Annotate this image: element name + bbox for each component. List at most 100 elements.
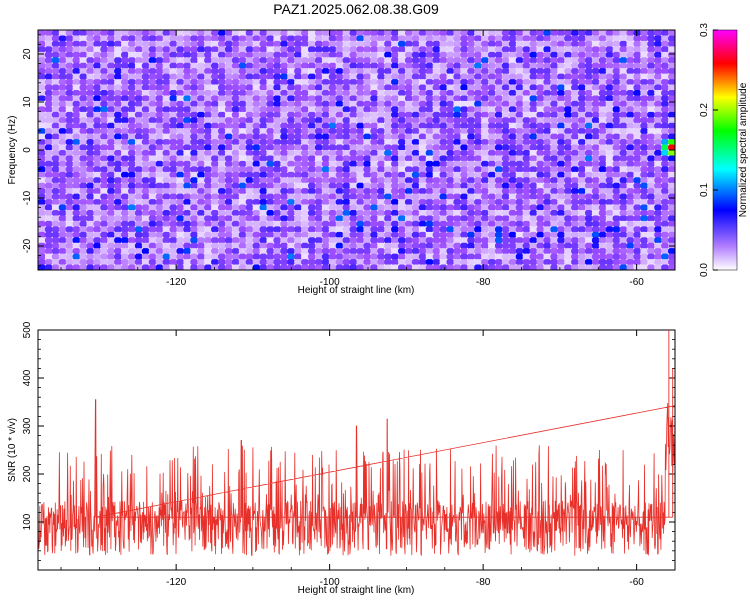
spectrogram-cell bbox=[259, 40, 268, 47]
spectrogram-cell bbox=[446, 90, 455, 97]
spectrogram-cell bbox=[121, 210, 129, 217]
spectrogram-cell bbox=[349, 95, 358, 102]
spectrogram-cell bbox=[619, 46, 628, 53]
spectrogram-cell bbox=[564, 35, 572, 42]
spectrogram-cell bbox=[238, 111, 247, 118]
spectrogram-cell bbox=[432, 264, 441, 270]
spectrogram-cell bbox=[176, 128, 184, 135]
spectrogram-cell bbox=[453, 57, 461, 64]
spectrogram-cell bbox=[460, 144, 468, 151]
spectrogram-cell bbox=[432, 128, 441, 135]
spectrogram-cell bbox=[425, 177, 434, 184]
spectrogram-cell bbox=[280, 226, 288, 233]
spectrogram-cell bbox=[314, 46, 323, 53]
spectrogram-cell bbox=[252, 237, 261, 244]
spectrogram-cell bbox=[335, 237, 344, 244]
spectrogram-cell bbox=[58, 253, 67, 260]
spectrogram-cell bbox=[65, 160, 74, 167]
spectrogram-cell bbox=[38, 188, 46, 195]
spectrogram-cell bbox=[488, 171, 496, 178]
spectrogram-cell bbox=[591, 188, 600, 195]
spectrogram-cell bbox=[231, 220, 240, 227]
spectrogram-cell bbox=[328, 253, 337, 260]
spectrogram-cell bbox=[287, 248, 295, 255]
spectrogram-cell bbox=[86, 199, 94, 206]
spectrogram-cell bbox=[218, 242, 226, 249]
spectrogram-cell bbox=[356, 204, 365, 211]
spectrogram-cell bbox=[273, 79, 281, 86]
spectrogram-cell bbox=[411, 84, 420, 91]
spectrogram-cell bbox=[488, 100, 496, 107]
spectrogram-cell bbox=[418, 248, 427, 255]
spectrogram-cell bbox=[238, 30, 247, 37]
spectrogram-cell bbox=[259, 133, 268, 140]
spectrogram-cell bbox=[633, 171, 641, 178]
spectrogram-cell bbox=[72, 84, 81, 91]
spectrogram-cell bbox=[467, 248, 475, 255]
spectrogram-cell bbox=[273, 259, 281, 266]
spectrogram-cell bbox=[363, 264, 371, 270]
spectrogram-cell bbox=[647, 264, 655, 270]
spectrogram-cell bbox=[453, 117, 461, 124]
spectrogram-cell bbox=[398, 215, 406, 222]
spectrogram-cell bbox=[550, 90, 558, 97]
spectrogram-cell bbox=[100, 237, 108, 244]
spectrogram-cell bbox=[661, 220, 669, 227]
spectrogram-cell bbox=[432, 40, 441, 47]
spectrogram-cell bbox=[169, 193, 178, 200]
spectrogram-cell bbox=[598, 35, 607, 42]
spectrogram-cell bbox=[86, 95, 94, 102]
spectrogram-cell bbox=[494, 73, 503, 80]
spectrogram-cell bbox=[488, 35, 496, 42]
spectrogram-cell bbox=[335, 79, 344, 86]
spectrogram-cell bbox=[439, 215, 448, 222]
spectrogram-cell bbox=[460, 57, 468, 64]
spectrogram-cell bbox=[404, 62, 413, 69]
spectrogram-cell bbox=[349, 248, 358, 255]
spectrogram-cell bbox=[522, 264, 531, 270]
spectrogram-cell bbox=[176, 35, 184, 42]
spectrogram-cell bbox=[404, 160, 413, 167]
spectrogram-cell bbox=[550, 30, 558, 37]
snr-y-tick-label: 200 bbox=[22, 465, 33, 482]
spectrogram-cell bbox=[453, 231, 461, 238]
spectrogram-cell bbox=[231, 68, 240, 75]
spectrogram-cell bbox=[238, 122, 247, 129]
spectrogram-cell bbox=[356, 144, 365, 151]
spectrogram-cell bbox=[529, 51, 538, 58]
spectrogram-cell bbox=[58, 73, 67, 80]
spectrogram-cell bbox=[411, 128, 420, 135]
spectrogram-cell bbox=[439, 171, 448, 178]
spectrogram-cell bbox=[183, 62, 191, 69]
spectrogram-cell bbox=[328, 106, 337, 113]
spectrogram-cell bbox=[578, 111, 586, 118]
spectrogram-cell bbox=[536, 62, 545, 69]
spectrogram-cell bbox=[58, 62, 67, 69]
spectrogram-cell bbox=[591, 182, 600, 189]
spectrogram-cell bbox=[218, 35, 226, 42]
spectrogram-cell bbox=[398, 30, 406, 37]
spectrogram-cell bbox=[245, 73, 254, 80]
spectrogram-cell bbox=[661, 155, 669, 162]
spectrogram-cell bbox=[584, 111, 593, 118]
spectrogram-cell bbox=[204, 95, 212, 102]
spectrogram-cell bbox=[155, 122, 164, 129]
spectrogram-cell bbox=[308, 122, 316, 129]
spectrogram-cell bbox=[647, 95, 655, 102]
spectrogram-cell bbox=[218, 193, 226, 200]
spectrogram-cell bbox=[654, 95, 662, 102]
spectrogram-cell bbox=[474, 128, 482, 135]
spectrogram-cell bbox=[536, 155, 545, 162]
spectrogram-cell bbox=[79, 90, 88, 97]
spectrogram-cell bbox=[571, 35, 579, 42]
spectrogram-cell bbox=[647, 51, 655, 58]
spectrogram-cell bbox=[411, 117, 420, 124]
spectrogram-cell bbox=[391, 199, 399, 206]
spectrogram-cell bbox=[467, 182, 475, 189]
spectrogram-cell bbox=[245, 264, 254, 270]
spectrogram-cell bbox=[128, 248, 136, 255]
spectrogram-cell bbox=[308, 215, 316, 222]
spectrogram-cell bbox=[411, 79, 420, 86]
spectrogram-cell bbox=[584, 144, 593, 151]
spectrogram-cell bbox=[619, 199, 628, 206]
